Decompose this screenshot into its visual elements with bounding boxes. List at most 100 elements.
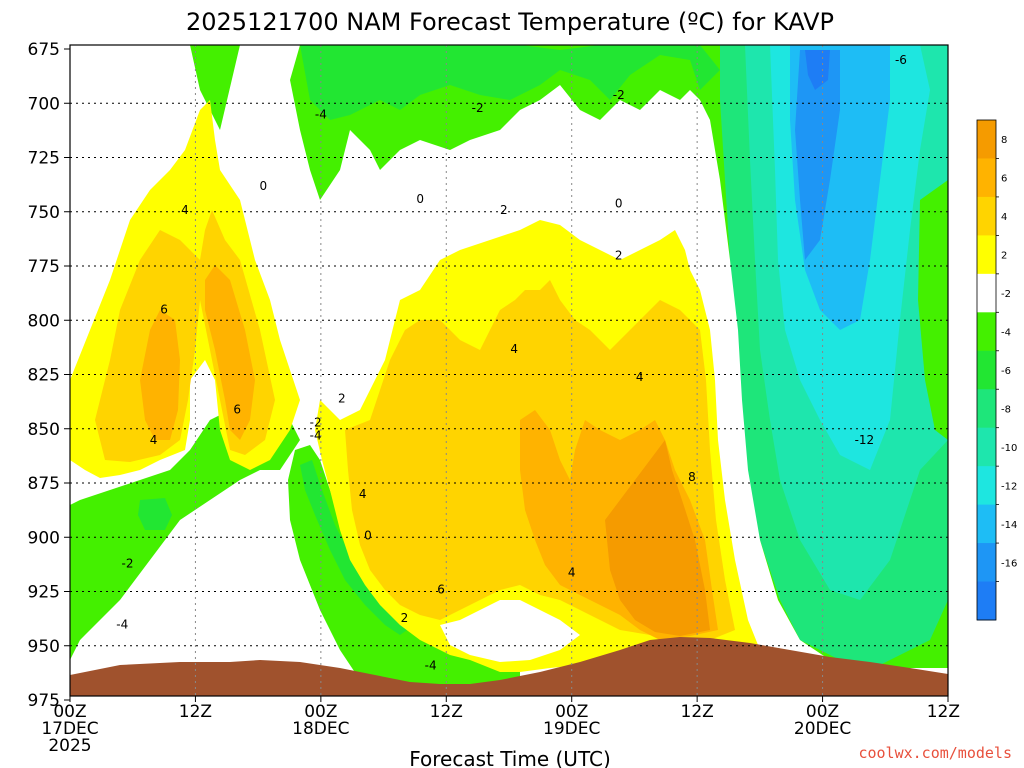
contour-label: -6	[895, 53, 907, 67]
x-tick-label: 2025	[48, 736, 91, 756]
region-bottom-white-pocket	[440, 600, 580, 662]
colorbar-label: -8	[1001, 404, 1011, 415]
y-tick-label: 950	[28, 637, 60, 657]
colorbar: 8 6 4 2 -2 -4 -6 -8 -10 -12 -14 -16	[976, 119, 1017, 621]
region-bottom-left-orange	[390, 505, 490, 605]
x-tick-label: 12Z	[681, 702, 714, 722]
colorbar-swatch	[977, 235, 996, 275]
region-minus14-minus16	[795, 50, 840, 260]
region-middle-dark-green	[300, 460, 410, 635]
y-tick-label: 675	[28, 40, 60, 60]
contour-label: 0	[416, 192, 424, 206]
colorbar-label: -2	[1001, 289, 1011, 300]
contour-label: -2	[613, 88, 625, 102]
x-tick-label: 12Z	[430, 702, 463, 722]
colorbar-swatch	[977, 312, 996, 352]
colorbar-swatch	[977, 120, 996, 159]
contour-label: -2	[122, 557, 134, 571]
plot-frame	[69, 44, 949, 697]
contour-label: 6	[233, 403, 241, 417]
colorbar-label: -10	[1001, 443, 1017, 454]
x-tick-label: 12Z	[179, 702, 212, 722]
region-left-deep-orange-b	[205, 265, 255, 440]
colorbar-frame	[976, 119, 997, 621]
terrain	[70, 637, 948, 696]
colorbar-swatch	[977, 350, 996, 390]
contour-label: 0	[364, 528, 372, 542]
y-tick-label: 850	[28, 420, 60, 440]
contour-label: -4	[116, 617, 128, 631]
contour-label: 4	[636, 370, 644, 384]
x-axis-title: Forecast Time (UTC)	[409, 747, 611, 768]
y-tick-label: 750	[28, 203, 60, 223]
contour-label: -2	[310, 416, 322, 430]
contour-label: 6	[160, 303, 168, 317]
y-tick-label: 975	[28, 691, 60, 711]
x-tick-label: 18DEC	[292, 719, 349, 739]
colorbar-swatch	[977, 158, 996, 198]
region-bottom-left-dark-green	[138, 498, 172, 530]
colorbar-swatch	[977, 504, 996, 544]
region-below-minus16	[805, 50, 830, 90]
region-center-max-orange	[605, 440, 710, 636]
contour-label: 4	[510, 342, 518, 356]
region-minus4-minus6-top	[300, 45, 720, 120]
x-tick-label: 19DEC	[543, 719, 600, 739]
x-tick-label: 00Z	[304, 702, 337, 722]
x-tick-label: 00Z	[555, 702, 588, 722]
contour-label: 0	[260, 179, 268, 193]
region-middle-green-band	[288, 445, 520, 696]
plot-area	[70, 45, 948, 696]
colorbar-swatch	[977, 427, 996, 467]
colorbar-label: 4	[1001, 212, 1007, 223]
y-tick-label: 900	[28, 528, 60, 548]
grid-lines	[70, 45, 949, 696]
colorbar-swatch	[977, 543, 996, 583]
contour-label: 4	[359, 487, 367, 501]
colorbar-label: 8	[1001, 135, 1007, 146]
contour-label: 4	[568, 565, 576, 579]
contour-label: -2	[472, 101, 484, 115]
colorbar-swatch	[977, 273, 996, 313]
contour-label: 2	[338, 392, 346, 406]
contour-label: 4	[181, 203, 189, 217]
y-tick-label: 725	[28, 149, 60, 169]
colorbar-swatch	[977, 581, 996, 621]
y-tick-label: 925	[28, 583, 60, 603]
x-tick-label: 00Z	[53, 702, 86, 722]
colorbar-label: 6	[1001, 174, 1007, 185]
colorbar-label: -14	[1001, 520, 1017, 531]
contour-label: -4	[310, 429, 322, 443]
y-tick-label: 700	[28, 94, 60, 114]
colorbar-label: -16	[1001, 558, 1017, 569]
contour-label: 2	[500, 203, 508, 217]
x-tick-label: 00Z	[806, 702, 839, 722]
contour-label: 4	[150, 433, 158, 447]
y-axis: 675 700 725 750 775 800 825 850 875 900 925 950 975	[28, 40, 70, 711]
contour-label: 8	[688, 470, 696, 484]
x-tick-label: 17DEC	[41, 719, 98, 739]
colorbar-swatch	[977, 466, 996, 506]
colorbar-label: 2	[1001, 251, 1007, 262]
contour-label: 2	[401, 611, 409, 625]
colorbar-label: -4	[1001, 328, 1011, 339]
x-tick-label: 20DEC	[794, 719, 851, 739]
y-tick-label: 825	[28, 366, 60, 386]
contour-label: 0	[615, 196, 623, 210]
y-tick-label: 775	[28, 257, 60, 277]
colorbar-swatch	[977, 196, 996, 236]
x-tick-label: 12Z	[927, 702, 960, 722]
colorbar-label: -12	[1001, 481, 1017, 492]
contour-label: -4	[425, 659, 437, 673]
contour-label: 2	[615, 248, 623, 262]
y-tick-label: 875	[28, 474, 60, 494]
colorbar-swatch	[977, 389, 996, 429]
contour-label: 6	[437, 583, 445, 597]
contour-label: -12	[855, 433, 875, 447]
colorbar-label: -6	[1001, 366, 1011, 377]
credit-text: coolwx.com/models	[858, 744, 1012, 762]
contour-label: -4	[315, 107, 327, 121]
